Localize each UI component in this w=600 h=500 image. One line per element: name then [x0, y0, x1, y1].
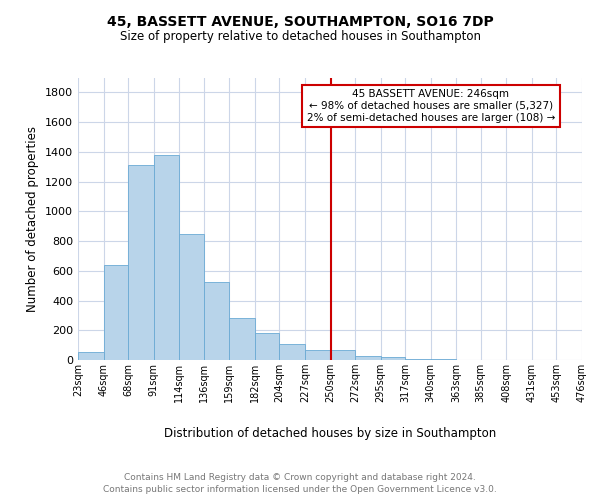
Bar	[154, 155, 179, 360]
Bar	[380, 357, 405, 360]
Y-axis label: Number of detached properties: Number of detached properties	[26, 126, 40, 312]
Bar	[405, 358, 431, 360]
Text: Distribution of detached houses by size in Southampton: Distribution of detached houses by size …	[164, 428, 496, 440]
Bar	[229, 318, 255, 360]
Bar	[305, 350, 331, 360]
Text: Size of property relative to detached houses in Southampton: Size of property relative to detached ho…	[119, 30, 481, 43]
Text: 45 BASSETT AVENUE: 246sqm
← 98% of detached houses are smaller (5,327)
2% of sem: 45 BASSETT AVENUE: 246sqm ← 98% of detac…	[307, 90, 555, 122]
Bar	[255, 333, 280, 360]
Bar	[128, 165, 154, 360]
Bar	[204, 282, 229, 360]
Text: Contains HM Land Registry data © Crown copyright and database right 2024.: Contains HM Land Registry data © Crown c…	[124, 472, 476, 482]
Text: Contains public sector information licensed under the Open Government Licence v3: Contains public sector information licen…	[103, 485, 497, 494]
Bar	[355, 356, 380, 360]
Text: 45, BASSETT AVENUE, SOUTHAMPTON, SO16 7DP: 45, BASSETT AVENUE, SOUTHAMPTON, SO16 7D…	[107, 15, 493, 29]
Bar	[179, 234, 204, 360]
Bar	[104, 265, 128, 360]
Bar	[280, 344, 305, 360]
Bar	[331, 350, 355, 360]
Bar	[78, 352, 104, 360]
